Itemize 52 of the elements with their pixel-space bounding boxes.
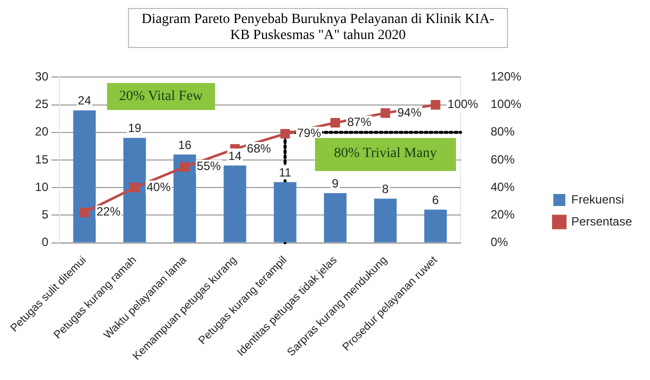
data-label: 19 — [128, 121, 142, 136]
bar — [374, 198, 397, 242]
y2-tick-label: 0% — [490, 235, 508, 250]
data-label: 22% — [96, 204, 121, 219]
y2-tick-label: 20% — [490, 207, 515, 222]
y-tick-label: 15 — [35, 152, 49, 166]
bar — [173, 154, 196, 242]
y-tick-label: 10 — [35, 180, 49, 194]
point — [330, 118, 340, 128]
y2-tick-label: 100% — [490, 97, 522, 112]
chart-title: Diagram Pareto Penyebab Buruknya Pelayanan di Klinik KIA-KB Puskesmas "A" tahun 2020 — [128, 8, 508, 48]
bar — [424, 210, 447, 242]
legend-label: Persentase — [571, 214, 632, 228]
bar — [224, 166, 246, 242]
data-label: 79% — [297, 126, 322, 140]
y-tick-label: 25 — [35, 97, 49, 112]
data-label: 24 — [78, 94, 92, 108]
data-label: 40% — [146, 180, 171, 194]
bar — [123, 138, 146, 242]
point — [430, 100, 440, 110]
bar — [324, 193, 347, 242]
text-box: 20% Vital Few — [107, 82, 215, 110]
y2-tick-label: 80% — [490, 124, 515, 139]
y-tick-label: 0 — [42, 235, 49, 250]
y2-tick-label: 60% — [490, 152, 515, 166]
bar — [274, 182, 296, 242]
point — [280, 128, 290, 139]
data-label: 9 — [332, 176, 339, 190]
y-tick-label: 20 — [35, 124, 49, 139]
data-label: 55% — [196, 159, 222, 174]
data-label: 100% — [448, 97, 479, 112]
point — [80, 208, 90, 218]
y2-tick-label: 40% — [490, 180, 515, 194]
data-label: 68% — [246, 141, 272, 156]
data-label: 16 — [178, 138, 192, 152]
bar — [73, 110, 96, 242]
point — [180, 162, 190, 172]
annotation: 80% Trivial Many — [334, 146, 437, 162]
y-tick-label: 5 — [42, 207, 49, 222]
text-box: 80% Trivial Many — [315, 138, 456, 172]
annotation: 20% Vital Few — [119, 88, 203, 105]
data-label: 8 — [382, 182, 390, 196]
data-label: 6 — [432, 192, 440, 207]
point — [130, 182, 140, 192]
data-label: 11 — [278, 165, 292, 180]
y2-tick-label: 120% — [490, 70, 522, 84]
data-label: 94% — [397, 105, 422, 120]
legend-label: Frekuensi — [571, 192, 624, 206]
y-tick-label: 30 — [35, 70, 49, 84]
data-label: 14 — [228, 148, 242, 163]
point — [380, 108, 390, 118]
data-label: 87% — [347, 115, 372, 130]
